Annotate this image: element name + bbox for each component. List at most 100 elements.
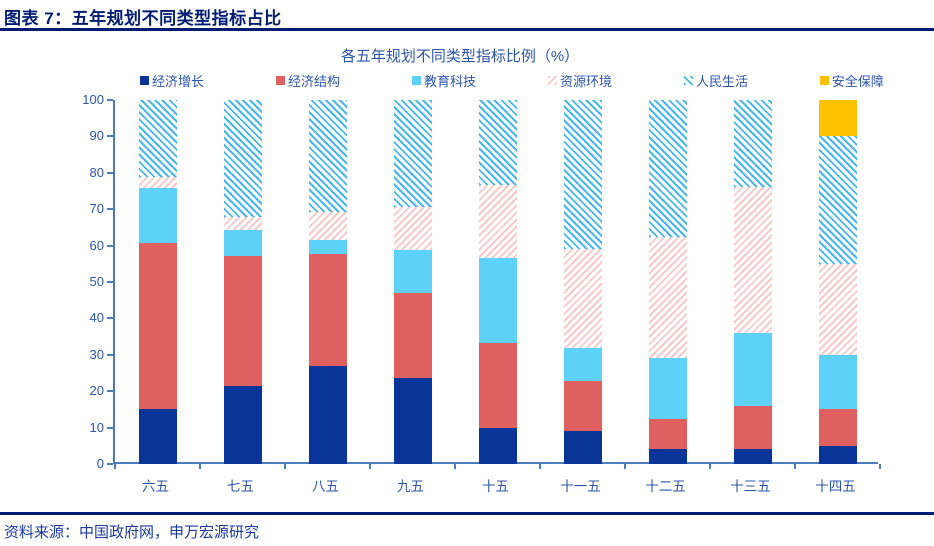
x-tick-mark [114, 464, 116, 469]
bar-slot-十四五 [795, 100, 880, 464]
y-tick-mark [107, 353, 113, 356]
y-tick-label: 60 [89, 237, 104, 253]
stacked-bar-八五 [308, 100, 347, 464]
y-tick-mark [107, 208, 113, 211]
bar-segment [563, 430, 602, 464]
legend-swatch-icon [140, 75, 149, 85]
legend-swatch-icon [275, 75, 285, 85]
bar-segment [308, 100, 347, 213]
chart-legend: 经济增长 经济结构 教育科技 资源环境 人民生活 安全保障 [140, 71, 884, 89]
bar-segment [138, 177, 177, 188]
x-tick-mark [284, 464, 286, 469]
bar-segment [733, 100, 772, 188]
bar-segment [648, 357, 687, 419]
legend-label: 安全保障 [831, 73, 884, 89]
bar-segment [478, 185, 517, 259]
x-tick-mark [199, 464, 201, 469]
bar-slot-七五 [200, 100, 285, 464]
legend-label: 经济结构 [287, 73, 340, 89]
bar-segment [308, 253, 347, 367]
bar-segment [223, 100, 262, 218]
x-category-label: 十一五 [560, 479, 601, 494]
bar-segment [818, 100, 857, 137]
bar-segment [393, 207, 432, 250]
y-tick-mark [107, 135, 113, 138]
x-category-label: 九五 [397, 479, 424, 494]
y-tick-label: 40 [89, 310, 104, 326]
bar-segment [393, 100, 432, 208]
x-tick-mark [369, 464, 371, 469]
x-category-label: 十三五 [730, 479, 771, 494]
source-footer: 资料来源：中国政府网，申万宏源研究 [0, 512, 934, 546]
legend-swatch-icon [411, 75, 421, 85]
legend-label: 教育科技 [423, 73, 476, 89]
bar-segment [733, 187, 772, 333]
bar-segment [648, 448, 687, 464]
stacked-bar-十二五 [648, 100, 687, 464]
legend-label: 人民生活 [695, 73, 748, 89]
bar-slot-十五 [455, 100, 540, 464]
bar-segment [563, 381, 602, 431]
legend-item-4: 资源环境 [547, 71, 612, 90]
y-tick-label: 10 [89, 419, 104, 435]
stacked-bar-十三五 [733, 100, 772, 464]
chart-title: 各五年规划不同类型指标比例（%） [340, 48, 580, 65]
bar-segment [733, 449, 772, 464]
bar-segment [478, 342, 517, 428]
bar-segment [478, 427, 517, 464]
x-tick-mark [454, 464, 456, 469]
bar-slot-八五 [285, 100, 370, 464]
figure-title: 图表 7：五年规划不同类型指标占比 [4, 9, 282, 28]
legend-label: 资源环境 [559, 73, 612, 89]
legend-swatch-icon [819, 75, 829, 85]
bar-segment [733, 332, 772, 406]
x-category-label: 十四五 [815, 479, 856, 494]
bar-segment [308, 212, 347, 241]
stacked-bar-十一五 [563, 100, 602, 464]
bar-segment [393, 378, 432, 464]
bar-segment [818, 136, 857, 264]
y-tick-label: 100 [82, 92, 104, 107]
bar-segment [733, 405, 772, 450]
y-tick-label: 0 [96, 456, 104, 471]
y-tick-mark [107, 281, 113, 283]
y-tick-mark [107, 99, 113, 101]
y-tick-mark [107, 244, 113, 247]
bar-segment [138, 408, 177, 464]
legend-item-1: 经济增长 [140, 71, 204, 90]
bar-segment [818, 409, 857, 446]
bar-segment [223, 230, 262, 257]
bar-segment [563, 348, 602, 382]
stacked-bar-九五 [393, 100, 432, 464]
y-tick-mark [107, 426, 113, 429]
bar-segment [138, 188, 177, 244]
bar-slot-十一五 [540, 100, 625, 464]
bar-segment [393, 292, 432, 379]
bar-segment [393, 250, 432, 293]
bar-segment [308, 366, 347, 464]
stacked-bar-十五 [478, 100, 517, 464]
bar-segment [308, 240, 347, 254]
legend-swatch-icon [683, 75, 693, 85]
x-category-label: 十五 [482, 479, 509, 494]
legend-label: 经济增长 [152, 73, 205, 89]
bar-slot-六五 [115, 100, 200, 464]
x-tick-mark [624, 464, 626, 469]
y-tick-label: 30 [89, 346, 104, 362]
bar-segment [223, 386, 262, 464]
bar-segment [478, 258, 517, 343]
bar-slot-九五 [370, 100, 455, 464]
x-category-label: 七五 [227, 479, 254, 494]
chart: 各五年规划不同类型指标比例（%） 经济增长 经济结构 教育科技 资源环境 人民生活 安全保… [0, 31, 934, 512]
stacked-bar-六五 [138, 100, 177, 464]
y-tick-label: 70 [89, 201, 104, 217]
y-tick-label: 90 [89, 128, 104, 144]
bar-segment [818, 445, 857, 464]
bar-slot-十二五 [625, 100, 710, 464]
bar-segment [563, 100, 602, 249]
x-tick-mark [539, 464, 541, 469]
source-text: 资料来源：中国政府网，申万宏源研究 [4, 524, 260, 541]
x-tick-mark [794, 464, 796, 469]
bar-segment [138, 100, 177, 178]
bar-segment [563, 248, 602, 349]
